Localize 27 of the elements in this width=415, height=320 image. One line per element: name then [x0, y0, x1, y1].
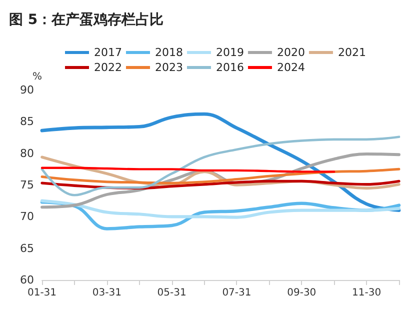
legend-label: 2019	[216, 46, 244, 59]
legend-label: 2022	[94, 61, 122, 74]
y-tick-label: 60	[20, 274, 34, 286]
x-tick-label: 03-31	[92, 288, 122, 298]
legend-label: 2020	[276, 46, 305, 59]
legend-label: 2024	[276, 61, 305, 74]
x-tick-label: 11-30	[352, 288, 382, 298]
legend-label: 2016	[216, 61, 244, 74]
y-tick-label: 70	[20, 210, 34, 224]
legend-label: 2017	[94, 46, 122, 59]
x-tick-label: 09-30	[287, 288, 316, 298]
y-tick-label: 85	[20, 115, 34, 128]
chart-title: 图 5：在产蛋鸡存栏占比	[9, 11, 164, 28]
legend-label: 2023	[154, 61, 183, 74]
y-tick-label: 65	[20, 242, 34, 255]
y-tick-label: 80	[20, 146, 34, 160]
x-tick-label: 05-31	[157, 288, 186, 298]
x-tick-label: 07-31	[222, 288, 252, 298]
y-axis-title: %	[32, 72, 42, 82]
y-tick-label: 75	[20, 178, 34, 192]
x-tick-label: 01-31	[27, 288, 57, 298]
line-series	[40, 199, 401, 219]
line-series	[40, 168, 400, 184]
legend-label: 2018	[154, 46, 183, 59]
legend-label: 2021	[338, 46, 366, 59]
line-series	[40, 136, 400, 196]
y-tick-label: 90	[20, 84, 34, 96]
